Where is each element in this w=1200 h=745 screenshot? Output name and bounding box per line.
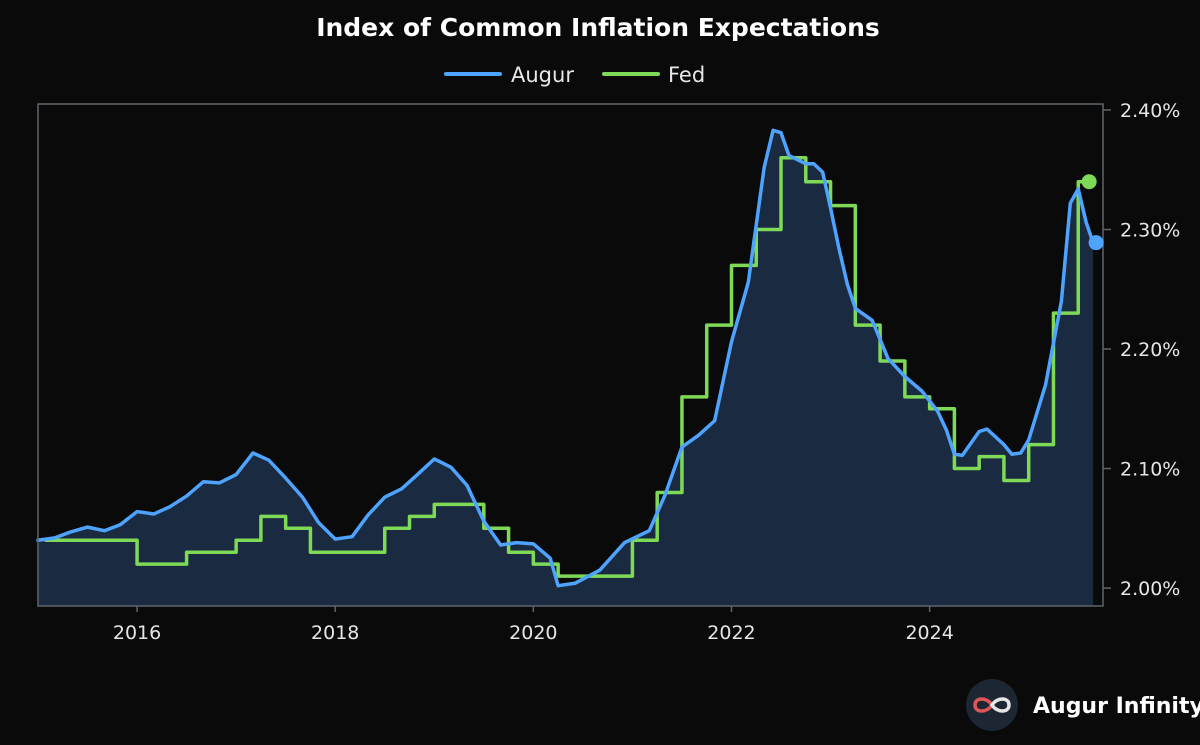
y-axis-ticks: 2.00% 2.10% 2.20% 2.30% 2.40% <box>1103 100 1180 600</box>
x-tick-label: 2016 <box>113 622 161 644</box>
end-markers <box>1081 174 1104 251</box>
series-line-fed <box>44 156 1088 578</box>
end-marker-fed <box>1081 174 1097 190</box>
series-line-augur <box>36 128 1095 588</box>
legend: Augur Fed <box>444 63 705 87</box>
infinity-icon <box>973 697 1011 713</box>
brand-name: Augur Infinity <box>1033 694 1200 719</box>
brand: Augur Infinity <box>966 679 1200 731</box>
end-marker-augur <box>1088 235 1104 251</box>
plot-frame <box>37 103 1104 607</box>
x-tick-label: 2018 <box>311 622 359 644</box>
chart-title: Index of Common Inflation Expectations <box>316 13 880 42</box>
legend-label-augur: Augur <box>511 63 574 87</box>
legend-label-fed: Fed <box>668 63 705 87</box>
y-tick-label: 2.40% <box>1120 100 1180 122</box>
y-tick-label: 2.30% <box>1120 220 1180 242</box>
x-tick-label: 2020 <box>509 622 557 644</box>
augur-area <box>38 130 1094 607</box>
x-axis-ticks: 2016 2018 2020 2022 2024 <box>113 606 954 644</box>
x-tick-label: 2022 <box>707 622 755 644</box>
x-tick-label: 2024 <box>905 622 953 644</box>
y-tick-label: 2.00% <box>1120 578 1180 600</box>
augur-area-fill <box>38 130 1094 607</box>
y-tick-label: 2.10% <box>1120 459 1180 481</box>
series-lines <box>36 128 1095 588</box>
y-tick-label: 2.20% <box>1120 339 1180 361</box>
